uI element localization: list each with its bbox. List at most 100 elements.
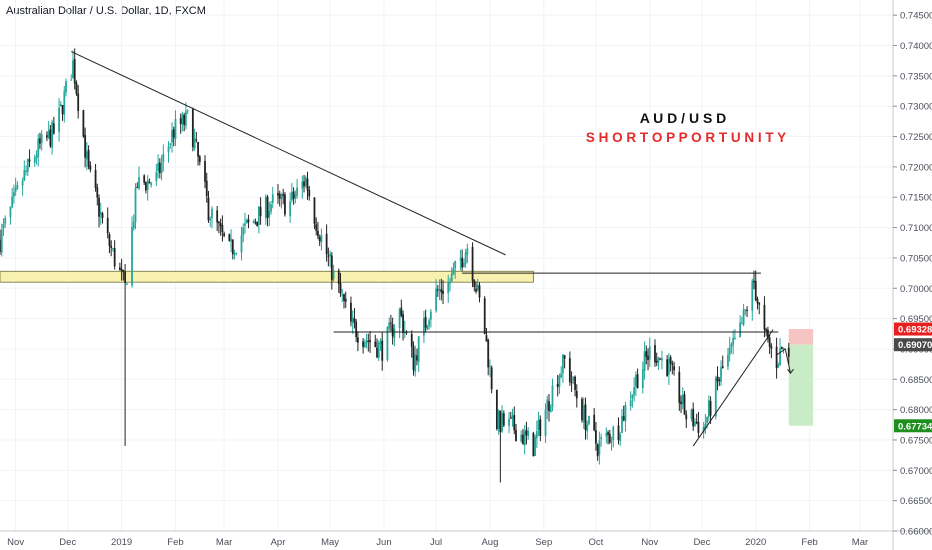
candle-body [607, 432, 609, 435]
candle-body [77, 93, 80, 111]
candle [110, 240, 113, 257]
candle-body [209, 218, 212, 221]
candle [643, 341, 646, 380]
candle-body [219, 223, 222, 227]
candle-body [471, 247, 474, 281]
candle [754, 270, 757, 302]
candle-body [447, 281, 450, 294]
candle [410, 330, 413, 358]
candle-body [770, 346, 773, 349]
candle [666, 355, 669, 377]
candle-body [473, 280, 476, 287]
candle-body [198, 156, 201, 162]
time-tick-label: Aug [481, 537, 498, 548]
candle [742, 303, 745, 327]
candle [365, 333, 368, 349]
candle [47, 121, 50, 140]
candle-body [110, 245, 113, 248]
candle-body [264, 196, 267, 218]
arrow-head-icon [787, 368, 794, 375]
candle-body [746, 310, 748, 312]
candle-body [339, 283, 342, 294]
candle [522, 428, 524, 445]
candle [379, 338, 382, 351]
time-tick-label: May [321, 537, 339, 548]
candle [546, 395, 549, 420]
candle-body [654, 345, 656, 363]
candle [167, 141, 170, 163]
candle-body [46, 135, 48, 138]
candle [511, 408, 514, 427]
candle [320, 228, 323, 251]
candle-body [181, 114, 184, 124]
candle [75, 80, 78, 96]
candle [65, 78, 67, 97]
candle [211, 206, 213, 229]
candle-body [87, 149, 90, 167]
candle [244, 212, 246, 234]
candle [704, 414, 707, 434]
candle [692, 402, 695, 431]
descending-trendline [71, 51, 506, 256]
candle-body [497, 410, 500, 429]
candle-body [742, 309, 745, 325]
candle [183, 112, 186, 132]
candle [353, 308, 356, 329]
candle-body [535, 431, 538, 439]
candle [172, 126, 175, 147]
candle [393, 324, 396, 347]
candle [681, 387, 684, 410]
candle-body [150, 182, 153, 186]
candle-body [294, 194, 297, 198]
candle-body [245, 220, 248, 224]
candle [487, 338, 490, 376]
candle-body [414, 354, 417, 372]
candle [148, 178, 151, 184]
candle-body [0, 239, 1, 252]
candle [280, 192, 283, 209]
candle [106, 207, 109, 239]
candle [301, 175, 304, 199]
candle [767, 326, 769, 343]
candle-body [631, 394, 634, 399]
candle-body [568, 358, 571, 382]
candle [633, 377, 636, 402]
candle [209, 216, 212, 227]
candle-body [423, 318, 425, 336]
candle-body [277, 192, 279, 196]
price-tick-label: 0.67500 [900, 435, 932, 446]
candle-body [12, 192, 15, 197]
price-tag-bg [894, 419, 932, 433]
candle [584, 397, 587, 440]
candle [497, 409, 500, 435]
candle-body [586, 424, 589, 432]
candle-body [228, 234, 231, 241]
candle-body [622, 416, 625, 421]
price-tick-label: 0.68000 [900, 405, 932, 416]
candle [560, 366, 563, 379]
candle-body [112, 248, 114, 250]
candle-body [257, 206, 260, 226]
candle [570, 371, 573, 392]
candle-body [706, 416, 709, 424]
candle [125, 282, 128, 286]
price-tick-label: 0.66000 [900, 527, 932, 538]
candle-body [174, 119, 177, 140]
candle [459, 249, 462, 271]
candle-body [697, 421, 700, 433]
candle [52, 116, 55, 135]
price-tick-label: 0.69500 [900, 314, 932, 325]
candle-body [318, 236, 321, 242]
candle-body [610, 440, 613, 442]
candle [716, 366, 719, 391]
candle-body [574, 376, 576, 390]
candle [654, 339, 656, 367]
candle-body [525, 429, 528, 436]
candle [25, 165, 27, 176]
candle [753, 270, 755, 290]
candle-body [223, 233, 226, 236]
candle [740, 316, 743, 325]
candle [191, 107, 194, 152]
